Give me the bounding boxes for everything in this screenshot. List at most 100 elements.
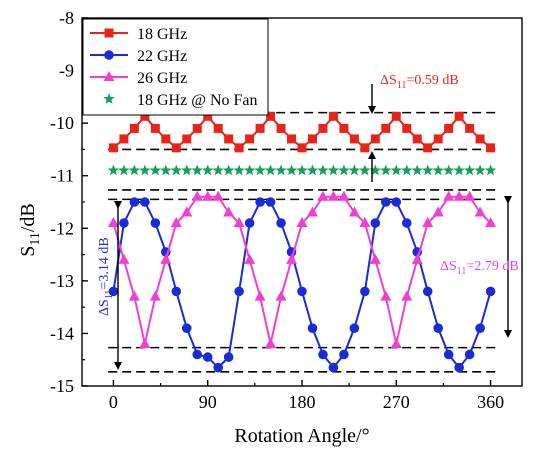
x-tick-label: 180	[289, 392, 316, 412]
data-point-18-ghz	[328, 111, 338, 121]
legend-marker-26-ghz	[103, 71, 115, 81]
data-point-18-ghz	[475, 134, 485, 144]
data-point-18-ghz	[454, 111, 464, 121]
data-point-18-ghz	[276, 123, 286, 133]
data-point-18-ghz-no-fan	[453, 164, 465, 176]
data-point-26-ghz	[338, 190, 350, 201]
data-point-26-ghz	[160, 253, 172, 264]
data-point-18-ghz-no-fan	[212, 164, 224, 176]
data-point-18-ghz	[161, 134, 171, 144]
data-point-22-ghz	[171, 286, 182, 297]
data-point-26-ghz	[380, 290, 392, 301]
legend-label-26-ghz: 26 GHz	[137, 70, 187, 87]
data-point-26-ghz	[244, 253, 256, 264]
data-point-18-ghz-no-fan	[463, 164, 476, 176]
annotation-blue-label: ΔS11=3.14 dB	[97, 237, 115, 316]
data-point-18-ghz	[297, 143, 307, 153]
data-point-26-ghz	[107, 217, 119, 228]
data-point-18-ghz	[307, 134, 317, 144]
data-point-18-ghz-no-fan	[285, 164, 298, 176]
data-point-18-ghz-no-fan	[243, 164, 256, 176]
legend-box	[82, 18, 269, 116]
data-point-18-ghz-no-fan	[401, 164, 413, 176]
data-point-22-ghz	[244, 218, 255, 228]
data-point-18-ghz-no-fan	[149, 164, 162, 176]
data-point-22-ghz	[192, 349, 203, 360]
data-point-18-ghz-no-fan	[411, 164, 423, 176]
data-point-22-ghz	[276, 218, 286, 228]
data-point-18-ghz-no-fan	[474, 164, 486, 176]
data-point-18-ghz-no-fan	[191, 164, 203, 176]
legend-marker-18-ghz-no-fan	[103, 93, 115, 104]
legend-label-22-ghz: 22 GHz	[137, 48, 187, 65]
data-point-22-ghz	[265, 197, 276, 207]
y-tick-label: -14	[50, 323, 74, 343]
data-point-18-ghz-no-fan	[348, 164, 361, 176]
data-point-22-ghz	[140, 197, 150, 207]
data-point-22-ghz	[422, 286, 433, 297]
data-point-26-ghz	[359, 217, 371, 228]
data-point-18-ghz-no-fan	[442, 164, 455, 176]
data-point-18-ghz	[360, 143, 370, 153]
data-point-18-ghz	[234, 143, 244, 153]
data-point-18-ghz	[192, 123, 202, 133]
y-tick-label: -10	[50, 113, 74, 133]
data-point-18-ghz	[486, 143, 496, 153]
data-point-26-ghz	[212, 190, 224, 201]
data-point-22-ghz	[401, 218, 412, 228]
data-point-26-ghz	[265, 337, 277, 348]
y-tick-label: -8	[59, 8, 74, 28]
data-point-22-ghz	[307, 323, 318, 333]
data-point-18-ghz	[171, 143, 181, 153]
y-tick-label: -9	[59, 61, 74, 81]
annotation-red: ΔS11=0.59 dB	[368, 73, 459, 182]
data-point-18-ghz	[381, 123, 391, 133]
data-point-18-ghz	[108, 143, 118, 153]
data-point-18-ghz-no-fan	[181, 164, 193, 176]
x-tick-label: 270	[383, 392, 410, 412]
series-26-ghz	[107, 190, 497, 348]
data-point-18-ghz-no-fan	[222, 164, 235, 176]
legend-label-18-ghz: 18 GHz	[137, 26, 187, 43]
annotation-magenta-label: ΔS11=2.79 dB	[440, 259, 519, 277]
data-point-18-ghz-no-fan	[233, 164, 245, 176]
data-point-18-ghz-no-fan	[306, 164, 319, 176]
data-point-26-ghz	[317, 190, 329, 201]
data-point-22-ghz	[475, 323, 485, 333]
data-point-18-ghz-no-fan	[264, 164, 277, 176]
data-point-18-ghz-no-fan	[380, 164, 392, 176]
axes-layer: 0 90 180 270 360 -15 -14 -13 -12 -11 -10 -9 -8	[50, 8, 504, 412]
data-point-26-ghz	[286, 253, 298, 264]
x-tick-label: 90	[199, 392, 217, 412]
data-point-18-ghz	[140, 111, 150, 121]
data-point-18-ghz-no-fan	[118, 164, 130, 176]
data-point-26-ghz	[422, 217, 434, 228]
data-point-26-ghz	[191, 190, 203, 201]
data-point-18-ghz	[255, 123, 265, 133]
annotation-magenta: ΔS11=2.79 dB	[440, 196, 519, 338]
data-point-18-ghz	[182, 134, 192, 144]
series-layer	[107, 111, 497, 373]
data-point-18-ghz	[349, 134, 359, 144]
data-point-18-ghz	[224, 134, 234, 144]
data-point-22-ghz	[255, 197, 265, 207]
data-point-26-ghz	[128, 290, 140, 301]
data-point-18-ghz-no-fan	[422, 164, 434, 176]
data-point-22-ghz	[223, 352, 234, 362]
data-point-26-ghz	[181, 206, 193, 217]
data-point-18-ghz	[391, 111, 401, 121]
legend-marker-18-ghz	[104, 28, 114, 38]
data-point-22-ghz	[129, 197, 140, 207]
data-point-22-ghz	[433, 323, 443, 333]
data-point-18-ghz-no-fan	[160, 164, 172, 176]
data-point-18-ghz-no-fan	[390, 164, 402, 176]
annotation-red-label: ΔS11=0.59 dB	[380, 73, 459, 91]
x-tick-label: 360	[477, 392, 504, 412]
y-tick-label: -12	[50, 218, 74, 238]
y-axis-label: S11/dB	[17, 203, 43, 257]
data-point-22-ghz	[464, 349, 475, 360]
data-point-18-ghz-no-fan	[359, 164, 371, 176]
data-point-18-ghz	[465, 123, 475, 133]
y-tick-label: -11	[51, 166, 74, 186]
data-point-22-ghz	[391, 197, 402, 207]
